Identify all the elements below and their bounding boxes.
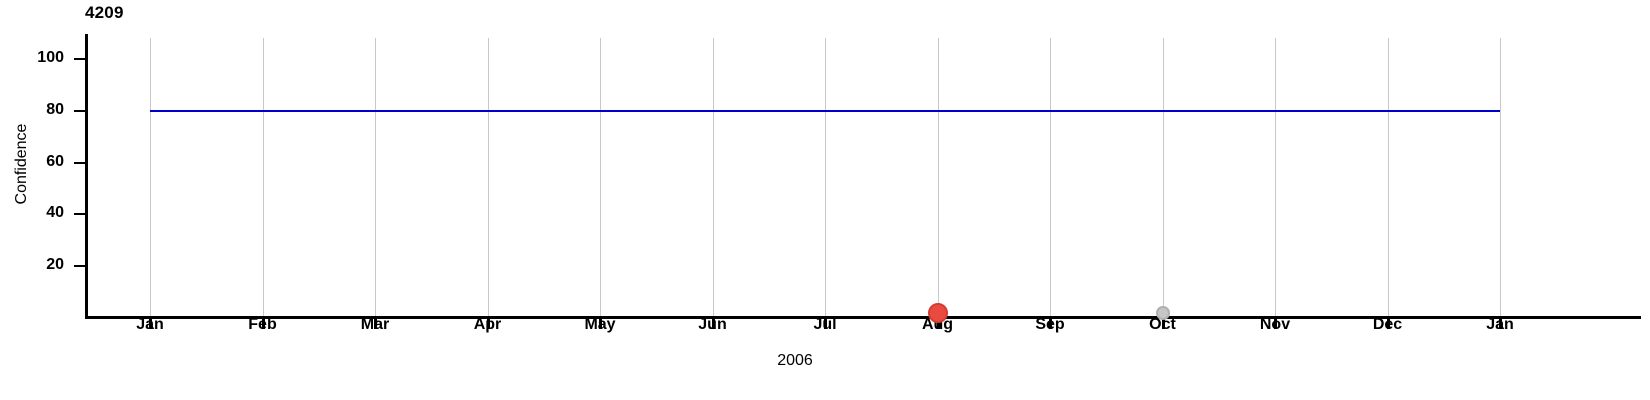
data-point-aug[interactable] (927, 302, 948, 323)
y-tick-40 (74, 213, 85, 216)
y-tick-100 (74, 58, 85, 60)
y-tick-60 (74, 161, 85, 164)
gridline-may-4 (600, 38, 601, 316)
x-tick-label-aug-7: Aug (921, 316, 954, 333)
y-axis-line (85, 34, 88, 319)
x-axis-title: 2006 (0, 352, 1650, 370)
x-tick-label-jul-6: Jul (813, 316, 837, 333)
y-tick-20 (74, 265, 85, 268)
gridline-mar-2 (375, 38, 376, 316)
x-tick-7 (936, 319, 940, 329)
y-tick-label-40: 40 (46, 204, 64, 222)
chart-title: 4209 (85, 3, 124, 22)
gridline-jul-6 (825, 38, 826, 316)
threshold-line (150, 109, 1500, 112)
x-tick-label-nov-10: Nov (1259, 316, 1291, 333)
gridline-dec-11 (1387, 38, 1389, 316)
x-tick-label-dec-11: Dec (1372, 316, 1403, 333)
gridline-nov-10 (1275, 38, 1276, 316)
y-tick-label-20: 20 (46, 256, 64, 274)
x-tick-0 (149, 319, 152, 329)
x-tick-label-mar-2: Mar (360, 316, 390, 333)
gridline-sep-8 (1050, 38, 1051, 316)
gridline-jan-12 (1500, 38, 1501, 316)
x-tick-11 (1386, 319, 1390, 329)
x-tick-1 (261, 319, 265, 329)
gridline-feb-1 (262, 38, 264, 316)
gridline-apr-3 (487, 38, 489, 316)
x-tick-label-jan-0: Jan (136, 316, 164, 333)
x-tick-3 (486, 319, 490, 329)
x-tick-12 (1499, 319, 1502, 329)
y-tick-label-80: 80 (46, 100, 64, 118)
x-axis-line (85, 316, 1641, 319)
x-tick-6 (824, 319, 827, 329)
x-tick-label-sep-8: Sep (1035, 316, 1065, 333)
x-axis-title-label: 2006 (777, 352, 813, 369)
x-tick-label-oct-9: Oct (1149, 316, 1176, 333)
x-tick-4 (599, 319, 602, 329)
x-tick-label-jun-5: Jun (698, 316, 727, 333)
x-tick-label-jan-12: Jan (1486, 316, 1514, 333)
gridline-aug-7 (937, 38, 939, 316)
x-tick-10 (1274, 319, 1277, 329)
x-tick-8 (1049, 319, 1052, 329)
y-tick-label-60: 60 (46, 152, 64, 170)
gridline-jan-0 (150, 38, 151, 316)
x-tick-2 (374, 319, 377, 329)
y-tick-label-100: 100 (37, 49, 64, 66)
x-tick-label-apr-3: Apr (473, 316, 502, 333)
x-tick-9 (1161, 319, 1165, 329)
x-tick-label-feb-1: Feb (248, 316, 277, 333)
gridline-oct-9 (1162, 38, 1164, 316)
y-tick-80 (74, 109, 85, 112)
x-tick-5 (711, 319, 715, 329)
gridline-jun-5 (712, 38, 714, 316)
x-tick-label-may-4: May (584, 316, 616, 333)
data-point-oct[interactable] (1155, 305, 1170, 320)
